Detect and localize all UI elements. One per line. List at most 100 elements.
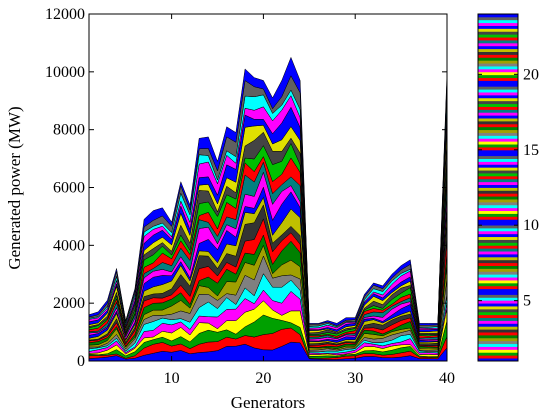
colorbar-band — [478, 181, 518, 186]
x-axis-title: Generators — [231, 393, 306, 412]
colorbar-band — [478, 288, 518, 292]
colorbar-band — [478, 167, 518, 171]
colorbar-band — [478, 68, 518, 73]
colorbar-band — [478, 239, 518, 243]
colorbar-band — [478, 89, 518, 93]
axes: 0 2000 4000 6000 8000 10000 12000 10 20 30 40 — [45, 6, 455, 387]
colorbar-band — [478, 236, 518, 240]
colorbar-band — [478, 138, 518, 142]
colorbar-band — [478, 358, 518, 362]
colorbar-band — [478, 86, 518, 90]
colorbar-band — [478, 222, 518, 226]
colorbar-band — [478, 355, 518, 359]
colorbar-band — [478, 37, 518, 41]
colorbar-band — [478, 256, 518, 261]
colorbar-band — [478, 126, 518, 131]
colorbar-band — [478, 346, 518, 350]
colorbar-band — [478, 349, 518, 353]
y-tick-label: 2000 — [53, 295, 85, 312]
colorbar-band — [478, 66, 518, 70]
colorbar-band — [478, 54, 518, 58]
colorbar-band — [478, 268, 518, 272]
colorbar-band — [478, 161, 518, 165]
colorbar-band — [478, 184, 518, 188]
colorbar-band — [478, 103, 518, 107]
colorbar-band — [478, 193, 518, 197]
colorbar-band — [478, 190, 518, 194]
colorbar-band — [478, 285, 518, 290]
colorbar-band — [478, 311, 518, 316]
colorbar-band — [478, 51, 518, 55]
x-tick-label: 20 — [255, 370, 271, 387]
colorbar-band — [478, 201, 518, 206]
colorbar-band — [478, 308, 518, 313]
colorbar-band — [478, 213, 518, 217]
colorbar-band — [478, 92, 518, 96]
colorbar-band — [478, 175, 518, 180]
x-tick-label: 30 — [347, 370, 363, 387]
colorbar-band — [478, 306, 518, 310]
colorbar-band — [478, 14, 518, 18]
y-tick-label: 8000 — [53, 122, 85, 139]
colorbar-band — [478, 300, 518, 304]
colorbar-band — [478, 227, 518, 232]
colorbar-band — [478, 74, 518, 79]
colorbar-tick-label: 10 — [523, 217, 539, 234]
colorbar-band — [478, 248, 518, 252]
colorbar-band — [478, 317, 518, 321]
colorbar-band — [478, 158, 518, 162]
colorbar-frame — [477, 13, 519, 362]
colorbar-band — [478, 297, 518, 301]
colorbar-band — [478, 265, 518, 269]
colorbar-band — [478, 320, 518, 324]
colorbar-band — [478, 94, 518, 99]
colorbar-band — [478, 329, 518, 333]
colorbar-band — [478, 132, 518, 136]
colorbar-band — [478, 71, 518, 76]
colorbar-band — [478, 100, 518, 105]
colorbar-band — [478, 262, 518, 266]
colorbar-band — [478, 164, 518, 168]
colorbar-band — [478, 149, 518, 154]
colorbar-band — [478, 60, 518, 64]
colorbar-band — [478, 22, 518, 26]
colorbar-band — [478, 147, 518, 151]
colorbar-band — [478, 115, 518, 119]
colorbar-band — [478, 337, 518, 342]
colorbar-band — [478, 326, 518, 330]
colorbar-band — [478, 196, 518, 200]
colorbar-band — [478, 63, 518, 67]
y-tick-label: 0 — [77, 353, 85, 370]
colorbar-band — [478, 245, 518, 249]
colorbar-band — [478, 277, 518, 281]
colorbar-band — [478, 141, 518, 145]
colorbar-band — [478, 152, 518, 157]
colorbar-band — [478, 34, 518, 38]
colorbar-band — [478, 120, 518, 125]
colorbar-band — [478, 16, 518, 21]
colorbar-tick-label: 5 — [523, 293, 531, 310]
colorbar-band — [478, 135, 518, 139]
colorbar-band — [478, 77, 518, 81]
colorbar-band — [478, 80, 518, 84]
colorbar-band — [478, 144, 518, 148]
colorbar-band — [478, 343, 518, 347]
y-tick-label: 12000 — [45, 6, 85, 23]
area-series-24 — [89, 56, 447, 326]
colorbar-band — [478, 340, 518, 345]
colorbar-band — [478, 170, 518, 174]
colorbar-band — [478, 123, 518, 128]
colorbar-band — [478, 271, 518, 275]
colorbar: 5 10 15 20 — [477, 13, 539, 362]
colorbar-band — [478, 334, 518, 339]
colorbar-band — [478, 112, 518, 116]
colorbar-band — [478, 251, 518, 255]
colorbar-band — [478, 187, 518, 191]
colorbar-band — [478, 19, 518, 24]
colorbar-band — [478, 42, 518, 47]
colorbar-band — [478, 178, 518, 183]
colorbar-band — [478, 45, 518, 50]
colorbar-band — [478, 118, 518, 122]
colorbar-tick-label: 20 — [523, 66, 539, 83]
colorbar-band — [478, 230, 518, 235]
